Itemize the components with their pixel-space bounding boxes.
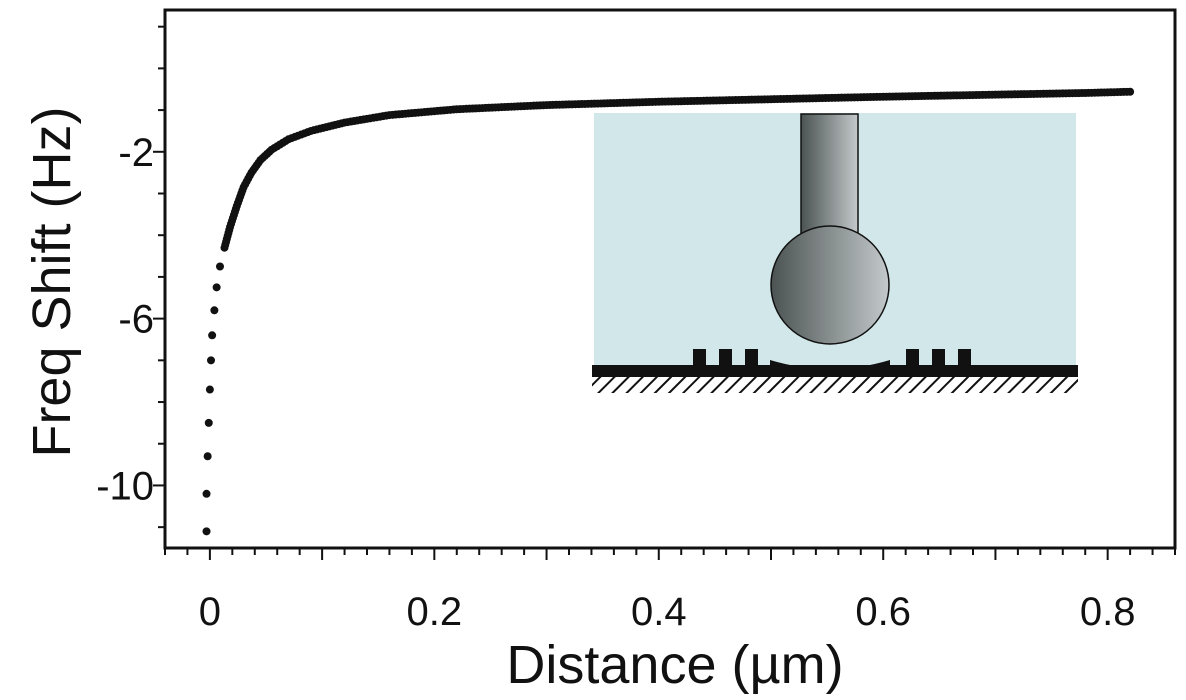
data-points <box>202 87 1135 536</box>
substrate-hatching <box>592 377 1078 393</box>
data-point <box>1126 87 1135 96</box>
data-point <box>202 489 211 498</box>
x-tick-label: 0.2 <box>407 590 463 634</box>
x-tick-label: 0.8 <box>1080 590 1136 634</box>
y-tick-label: -2 <box>118 131 154 175</box>
x-axis-title: Distance (µm) <box>506 635 843 695</box>
afm-tip-inset <box>592 113 1078 393</box>
data-point <box>215 262 224 271</box>
substrate-surface <box>592 365 1078 377</box>
data-point <box>205 385 214 394</box>
y-tick-label: -6 <box>118 298 154 342</box>
x-tick-label: 0.6 <box>855 590 911 634</box>
data-point <box>203 452 212 461</box>
x-tick-label: 0.4 <box>631 590 687 634</box>
data-point <box>208 331 217 340</box>
y-tick-label: -10 <box>96 464 154 508</box>
spherical-probe-tip <box>770 225 890 345</box>
data-point <box>204 418 213 427</box>
data-point <box>202 527 211 536</box>
x-axis-ticks: 0 0.2 0.4 0.6 0.8 <box>164 548 1176 634</box>
cantilever-stem <box>800 113 859 235</box>
data-point <box>212 283 221 292</box>
data-point <box>210 306 219 315</box>
y-axis-ticks: -2 -6 -10 <box>96 25 165 529</box>
y-axis-title: Freq Shift (Hz) <box>22 106 82 457</box>
data-point <box>207 356 216 365</box>
x-tick-label: 0 <box>199 590 221 634</box>
